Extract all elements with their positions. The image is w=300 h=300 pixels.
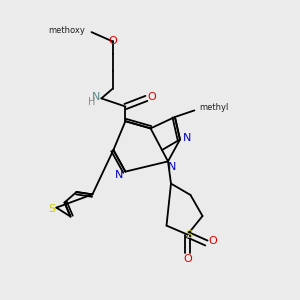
Text: S: S: [185, 230, 193, 240]
Text: O: O: [183, 254, 192, 264]
Text: N: N: [92, 92, 100, 102]
Text: methoxy: methoxy: [49, 26, 86, 35]
Text: O: O: [108, 36, 117, 46]
Text: S: S: [48, 204, 56, 214]
Text: N: N: [182, 133, 191, 143]
Text: N: N: [115, 169, 123, 180]
Text: N: N: [167, 162, 176, 172]
Text: O: O: [147, 92, 156, 102]
Text: H: H: [88, 97, 95, 107]
Text: methyl: methyl: [199, 103, 228, 112]
Text: O: O: [208, 236, 217, 247]
